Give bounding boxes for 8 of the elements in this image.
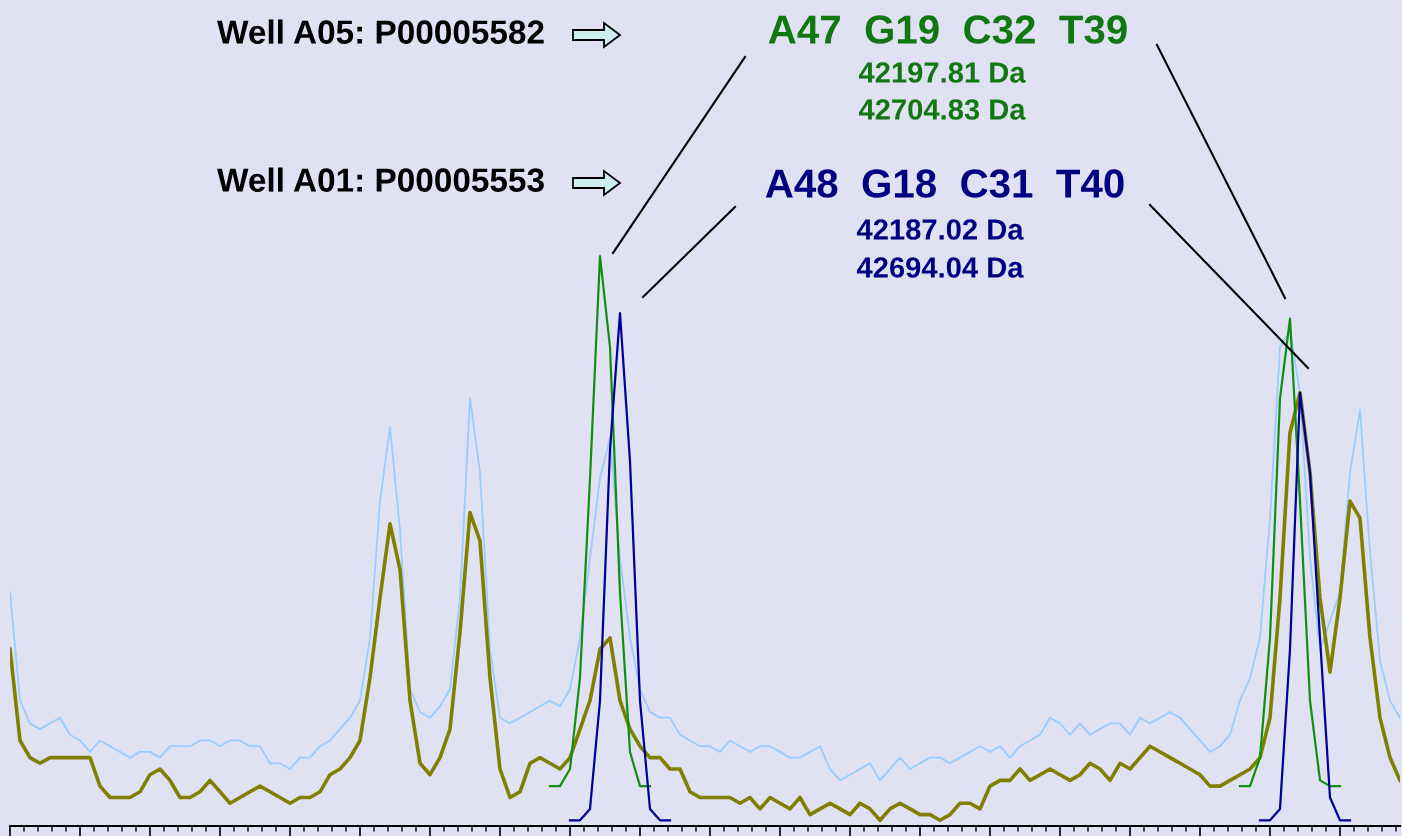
text: 42187.02 Da (856, 219, 1024, 240)
text: A48 G18 C31 T40 (765, 169, 1124, 198)
text: A47 G19 C32 T39 (768, 15, 1127, 44)
text: 42704.83 Da (858, 99, 1026, 120)
text: Well A01: P00005553 (217, 167, 544, 192)
text: 42197.81 Da (858, 62, 1026, 83)
text: Well A05: P00005582 (217, 19, 544, 44)
annotation: 42694.04 Da (856, 257, 1024, 278)
